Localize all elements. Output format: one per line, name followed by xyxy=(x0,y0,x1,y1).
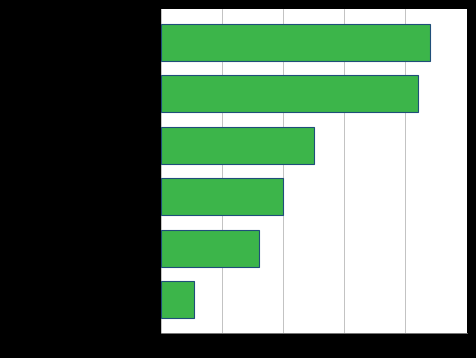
Bar xyxy=(160,229,258,267)
Bar xyxy=(160,24,429,61)
Bar xyxy=(160,75,416,112)
Bar xyxy=(160,178,282,215)
Bar xyxy=(160,281,194,318)
Bar xyxy=(160,127,313,164)
